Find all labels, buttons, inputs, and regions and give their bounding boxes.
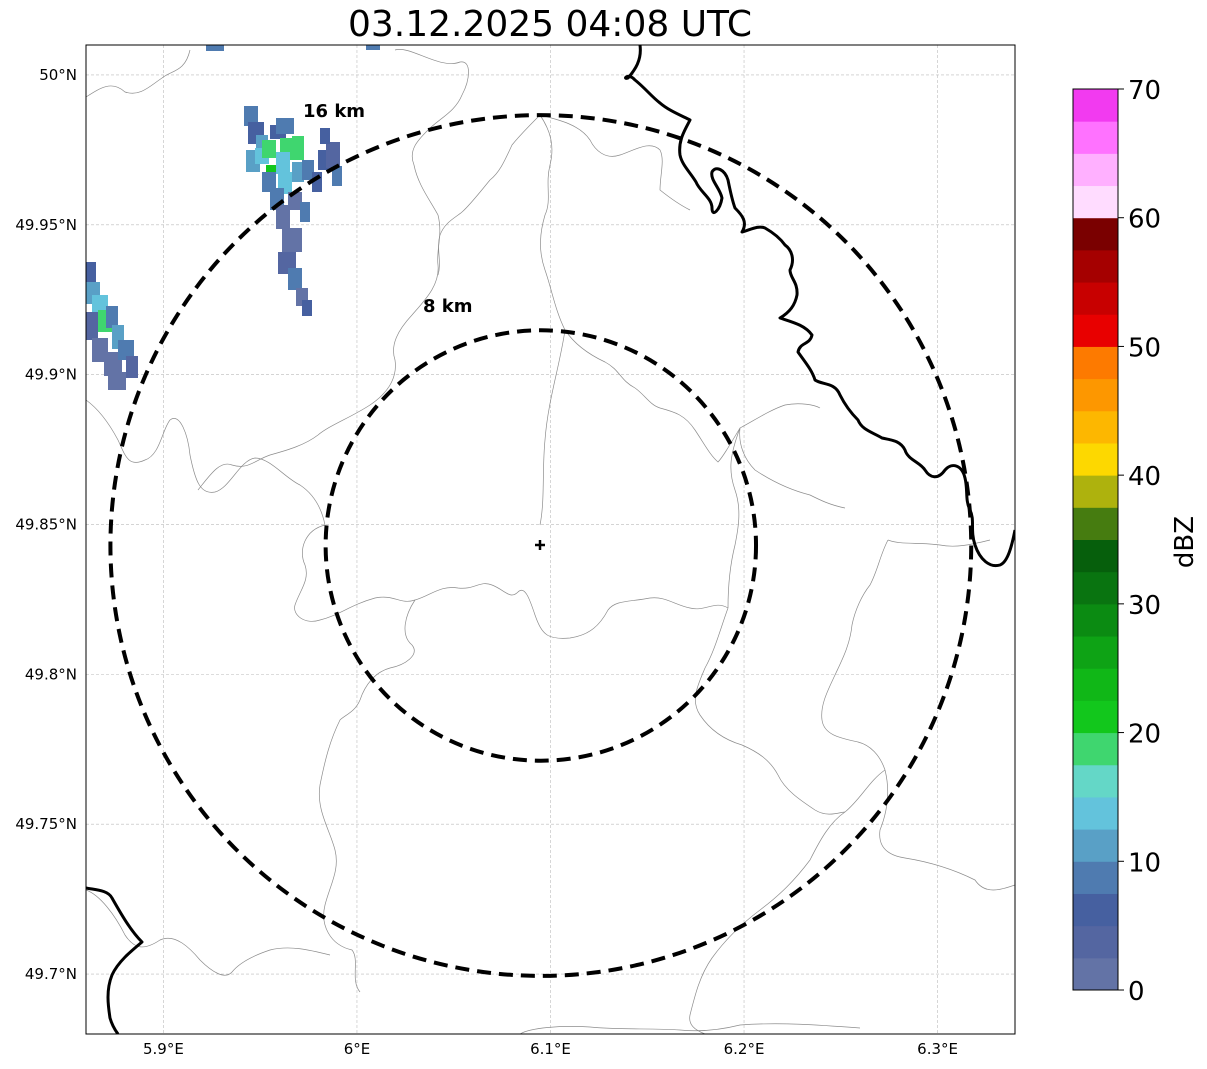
y-tick-label: 49.95°N <box>15 216 77 234</box>
plot-title: 03.12.2025 04:08 UTC <box>347 4 753 45</box>
ring-label-16km: 16 km <box>303 101 365 122</box>
y-tick-label: 49.85°N <box>15 516 77 534</box>
colorbar-segment <box>1073 410 1118 444</box>
plus-icon <box>535 540 545 550</box>
y-tick-label: 49.75°N <box>15 815 77 833</box>
x-tick-label: 6.2°E <box>724 1040 765 1058</box>
colorbar-segment <box>1073 603 1118 637</box>
range-rings <box>108 113 974 978</box>
map-frame <box>85 44 1016 1035</box>
range-ring-16km <box>108 113 974 978</box>
colorbar-segment <box>1073 378 1118 412</box>
map-area <box>86 45 1015 1034</box>
colorbar-tick-label: 30 <box>1128 591 1161 621</box>
colorbar-segment <box>1073 314 1118 347</box>
colorbar-segment <box>1073 507 1118 540</box>
colorbar-segment <box>1073 185 1118 219</box>
ring-label-8km: 8 km <box>423 296 473 317</box>
colorbar-tick-label: 20 <box>1128 720 1161 750</box>
colorbar-segment <box>1073 764 1118 798</box>
colorbar-label: dBZ <box>1170 516 1200 568</box>
colorbar-segment <box>1073 442 1118 476</box>
x-axis-ticks: 5.9°E 6°E 6.1°E 6.2°E 6.3°E <box>143 1040 958 1058</box>
colorbar-tick-label: 60 <box>1128 205 1161 235</box>
colorbar-tick-label: 10 <box>1128 848 1161 878</box>
y-tick-label: 49.7°N <box>25 965 77 983</box>
colorbar-tick-label: 0 <box>1128 977 1145 1007</box>
colorbar-tick-label: 50 <box>1128 333 1161 363</box>
x-tick-label: 5.9°E <box>143 1040 184 1058</box>
y-tick-label: 49.8°N <box>25 665 77 683</box>
national-border <box>86 45 1015 1034</box>
colorbar-segment <box>1073 217 1118 251</box>
colorbar-segment <box>1073 571 1118 605</box>
radar-echo-cluster-north <box>206 45 380 316</box>
y-axis-ticks: 50°N 49.95°N 49.9°N 49.85°N 49.8°N 49.75°N 49.… <box>15 66 77 983</box>
admin-borders <box>86 49 1015 1034</box>
colorbar-segment <box>1073 475 1118 508</box>
colorbar-segment <box>1073 796 1118 830</box>
radar-echo-cluster-west <box>86 262 138 390</box>
x-tick-label: 6°E <box>344 1040 371 1058</box>
colorbar-segment <box>1073 732 1118 766</box>
colorbar-segment <box>1073 346 1118 380</box>
colorbar-tick-label: 40 <box>1128 462 1161 492</box>
colorbar-tick-label: 70 <box>1128 76 1161 106</box>
colorbar-segment <box>1073 957 1118 991</box>
colorbar-segment <box>1073 893 1118 927</box>
colorbar-frame <box>1072 88 1119 991</box>
colorbar-segment <box>1073 925 1118 959</box>
colorbar-segment <box>1073 636 1118 669</box>
colorbar-segment <box>1073 829 1118 862</box>
colorbar-segment <box>1073 539 1118 573</box>
y-tick-label: 49.9°N <box>25 366 77 384</box>
y-tick-label: 50°N <box>39 66 77 84</box>
range-ring-8km <box>323 328 759 763</box>
colorbar-segment <box>1073 89 1118 122</box>
colorbar-segment <box>1073 249 1118 283</box>
colorbar-segment <box>1073 153 1118 187</box>
x-tick-label: 6.1°E <box>530 1040 571 1058</box>
colorbar-segment <box>1073 700 1118 734</box>
colorbar-segment <box>1073 121 1118 154</box>
colorbar <box>1073 89 1118 991</box>
colorbar-segment <box>1073 282 1118 315</box>
colorbar-ticks: 0 10 20 30 40 50 60 70 <box>1118 76 1161 1007</box>
x-tick-label: 6.3°E <box>917 1040 958 1058</box>
colorbar-segment <box>1073 861 1118 894</box>
colorbar-segment <box>1073 668 1118 701</box>
